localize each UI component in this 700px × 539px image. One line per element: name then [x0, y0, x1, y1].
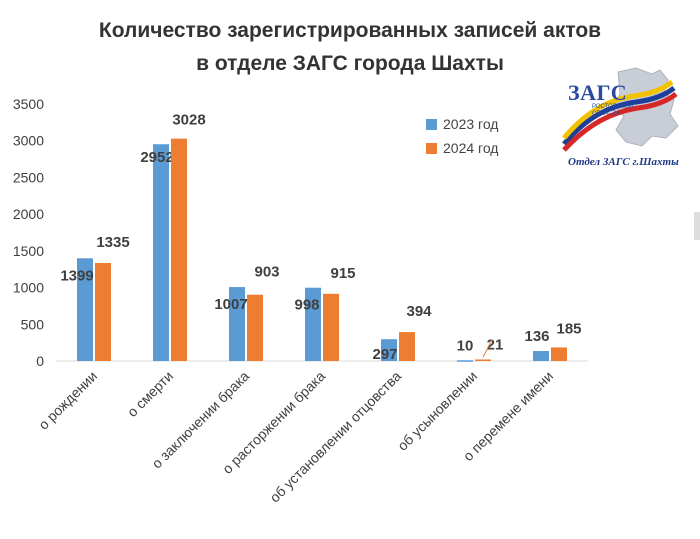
bar-2024 — [475, 359, 491, 361]
category-label: об установлении отцовства — [266, 368, 404, 506]
chart-title: Количество зарегистрированных записей ак… — [0, 14, 700, 80]
bar-2024 — [551, 347, 567, 361]
data-label-2024: 903 — [254, 264, 279, 281]
chart-title-line-2: в отделе ЗАГС города Шахты — [196, 52, 504, 75]
data-label-2023: 998 — [294, 297, 319, 314]
logo-subtitle: РОСТОВСКОЙ ОБЛАСТИ — [592, 104, 634, 117]
logo-word: ЗАГС — [568, 80, 628, 105]
legend-label-2024: 2024 год — [443, 140, 499, 156]
legend-item-2024: 2024 год — [426, 136, 498, 160]
chart-legend: 2023 год 2024 год — [426, 112, 498, 160]
bar-2023 — [457, 360, 473, 362]
bar-2023 — [533, 351, 549, 361]
y-tick-label: 500 — [21, 316, 45, 332]
data-label-2024: 394 — [406, 303, 432, 320]
y-tick-label: 2500 — [13, 169, 44, 185]
data-label-2024: 185 — [556, 320, 581, 337]
y-tick-label: 0 — [36, 353, 44, 369]
zags-logo: ЗАГС РОСТОВСКОЙ ОБЛАСТИ Отдел ЗАГС г.Шах… — [556, 66, 686, 172]
y-tick-label: 1000 — [13, 280, 44, 296]
bar-2023 — [153, 144, 169, 361]
data-label-2024: 3028 — [172, 112, 205, 129]
bar-2024 — [399, 332, 415, 361]
y-tick-label: 3500 — [13, 96, 44, 112]
bar-2023 — [77, 258, 93, 361]
legend-item-2023: 2023 год — [426, 112, 498, 136]
bar-2024 — [171, 138, 187, 361]
data-label-2024: 1335 — [96, 234, 129, 251]
data-label-2023: 1399 — [60, 267, 93, 284]
bar-2023 — [305, 287, 321, 361]
chart-title-line-1: Количество зарегистрированных записей ак… — [98, 19, 602, 42]
bar-2024 — [95, 262, 111, 361]
data-label-2024: 915 — [330, 265, 355, 282]
bar-2023 — [229, 287, 245, 361]
bar-2024 — [323, 293, 339, 361]
data-label-2023: 2952 — [140, 149, 173, 166]
leader-line — [482, 339, 493, 358]
region-map-icon — [562, 67, 679, 152]
y-tick-label: 3000 — [13, 133, 44, 149]
legend-swatch-2023 — [426, 118, 437, 130]
y-tick-label: 2000 — [13, 206, 44, 222]
legend-label-2023: 2023 год — [443, 116, 499, 132]
category-label: о смерти — [124, 368, 176, 420]
data-label-2023: 1007 — [214, 296, 247, 313]
scroll-edge-marker — [694, 212, 700, 240]
data-label-2023: 136 — [524, 328, 549, 345]
category-label: об усыновлении — [394, 368, 480, 454]
data-label-2023: 297 — [372, 346, 397, 363]
category-label: о рождении — [35, 368, 100, 433]
bar-2023 — [381, 339, 397, 361]
logo-caption: Отдел ЗАГС г.Шахты — [568, 156, 679, 168]
legend-swatch-2024 — [426, 142, 437, 154]
bar-2024 — [247, 294, 263, 361]
data-label-2023: 10 — [457, 337, 474, 354]
y-tick-label: 1500 — [13, 243, 44, 259]
